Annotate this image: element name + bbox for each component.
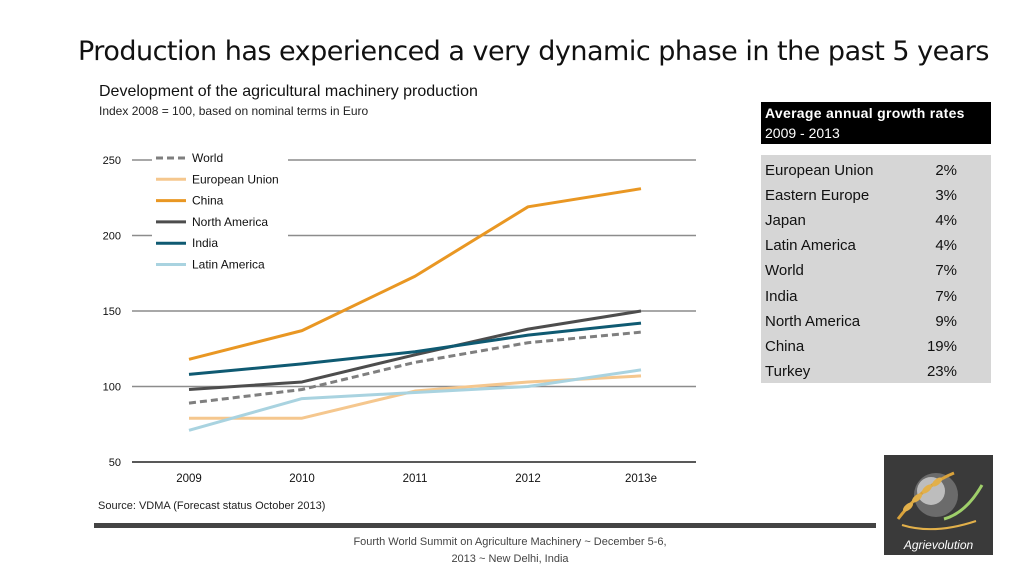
growth-row: North America 9% [761, 309, 991, 334]
wheat-globe-icon [896, 471, 984, 531]
y-tick-label: 50 [109, 457, 121, 469]
growth-row: India 7% [761, 284, 991, 309]
y-tick-label: 200 [103, 231, 121, 243]
growth-row-value: 3% [935, 187, 957, 205]
y-tick-label: 150 [103, 306, 121, 318]
page-title: Production has experienced a very dynami… [78, 36, 989, 67]
growth-row-name: China [765, 337, 805, 355]
growth-row: World 7% [761, 258, 991, 283]
legend-label: India [192, 236, 218, 250]
growth-row-value: 4% [935, 237, 957, 255]
legend-label: China [192, 194, 224, 208]
growth-row: Turkey 23% [761, 359, 991, 384]
chart-subnote: Index 2008 = 100, based on nominal terms… [99, 104, 369, 118]
growth-table-header: Average annual growth rates 2009 - 2013 [761, 102, 991, 144]
growth-row: Eastern Europe 3% [761, 183, 991, 208]
legend-label: Latin America [192, 258, 265, 272]
y-tick-label: 100 [103, 382, 121, 394]
growth-row: European Union 2% [761, 158, 991, 183]
growth-row-name: Eastern Europe [765, 187, 870, 205]
growth-table: European Union 2% Eastern Europe 3% Japan 4% L… [761, 155, 991, 383]
growth-row-value: 7% [935, 262, 957, 280]
series-line [188, 368, 642, 432]
growth-row-value: 9% [935, 312, 957, 330]
legend-label: North America [192, 215, 268, 229]
footer-text: Fourth World Summit on Agriculture Machi… [353, 536, 667, 565]
growth-row-name: Latin America [765, 237, 856, 255]
growth-row-name: North America [765, 312, 861, 330]
legend-label: European Union [192, 172, 279, 186]
growth-row-name: India [765, 287, 798, 305]
growth-row-value: 2% [935, 162, 957, 179]
legend-label: World [192, 151, 223, 165]
source-note: Source: VDMA (Forecast status October 20… [98, 500, 326, 512]
x-tick-label: 2011 [403, 473, 428, 485]
agrievolution-logo: Agrievolution [884, 455, 993, 555]
growth-row-name: European Union [765, 162, 874, 179]
growth-row-value: 19% [926, 337, 957, 355]
growth-row-name: Japan [765, 212, 806, 230]
logo-text: Agrievolution [903, 538, 974, 552]
x-tick-label: 2012 [515, 473, 541, 485]
growth-row: Japan 4% [761, 208, 991, 233]
growth-row-value: 4% [935, 212, 957, 230]
growth-row-name: World [765, 262, 804, 280]
x-tick-label: 2010 [289, 473, 315, 485]
growth-row-value: 23% [926, 362, 957, 380]
x-tick-label: 2009 [176, 473, 202, 485]
x-tick-label: 2013e [625, 473, 657, 485]
series-line [188, 321, 642, 376]
growth-row-name: Turkey [765, 362, 811, 380]
growth-row-value: 7% [935, 287, 957, 305]
growth-row: Latin America 4% [761, 233, 991, 258]
chart-subtitle: Development of the agricultural machiner… [99, 83, 478, 100]
y-tick-label: 250 [103, 155, 121, 167]
growth-table-title: Average annual growth rates [765, 105, 965, 121]
footer-divider [94, 523, 876, 528]
growth-row: China 19% [761, 334, 991, 359]
line-chart: 50 100 150 200 250 2009 2010 2011 2012 2013e World… [103, 151, 696, 485]
growth-table-period: 2009 - 2013 [765, 125, 840, 141]
